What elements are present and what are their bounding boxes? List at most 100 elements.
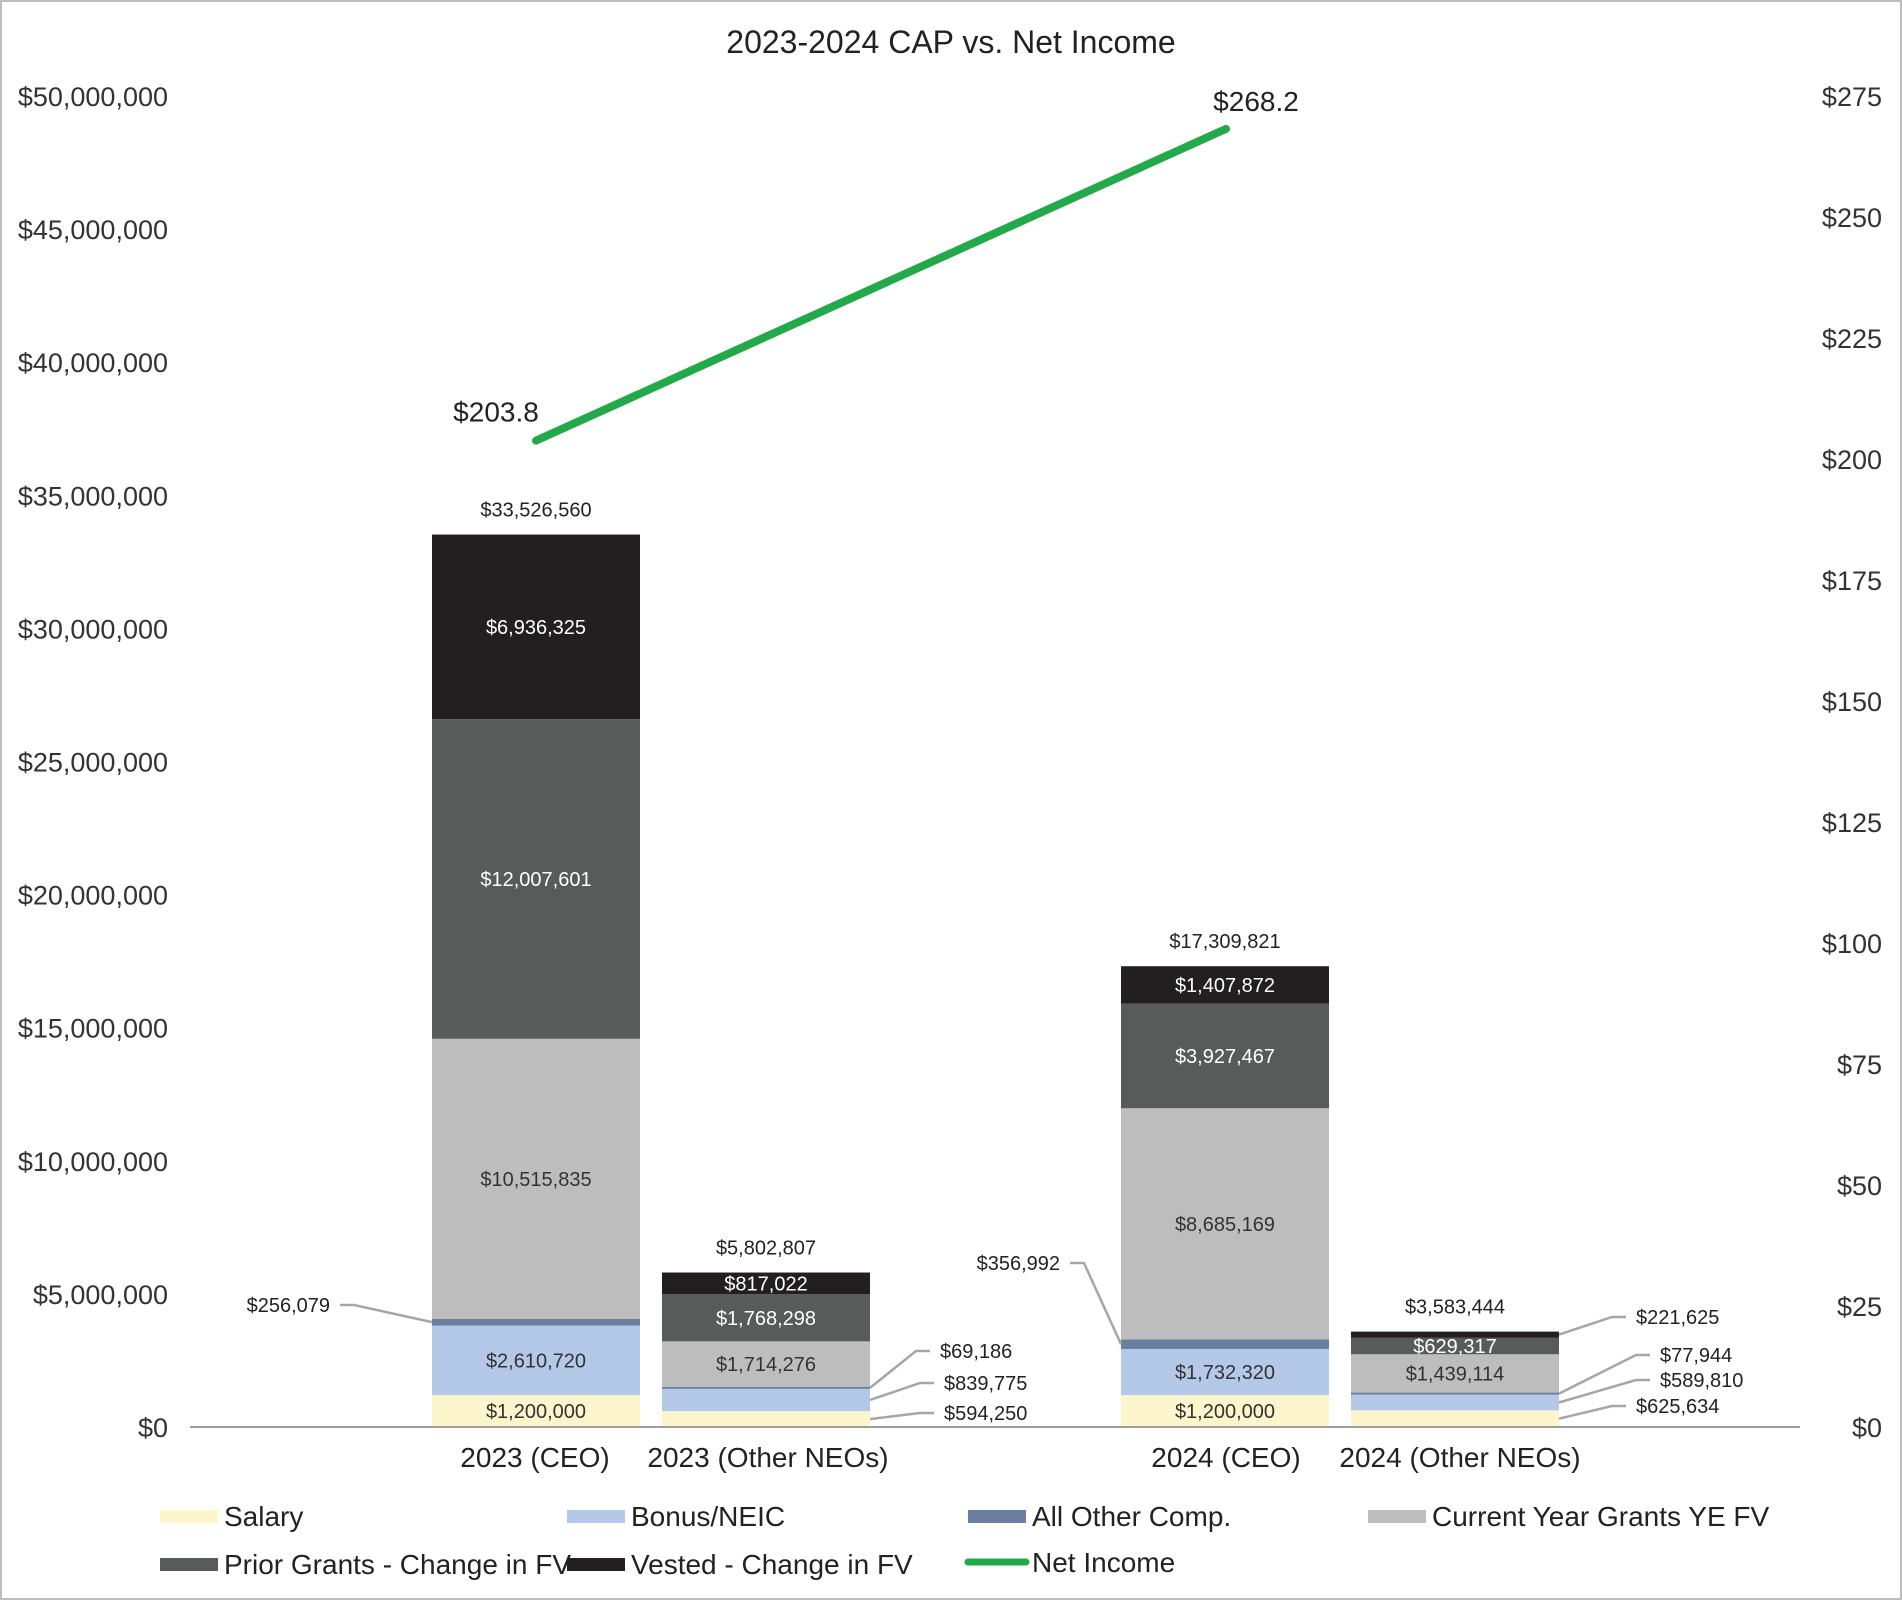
bar-segment-vested-change-in-fv	[432, 534, 640, 720]
bar-segment-vested-change-in-fv	[1121, 966, 1329, 1004]
bar-segment-value-label: $629,317	[1413, 1336, 1496, 1358]
bar-segment-all-other-comp-	[1351, 1392, 1559, 1395]
bar-segment-value-label: $6,936,325	[486, 617, 586, 639]
bar-total-label: $5,802,807	[716, 1238, 816, 1260]
net-income-data-label: $268.2	[1213, 86, 1299, 117]
bar-total-label: $17,309,821	[1169, 931, 1280, 953]
bar-segment-current-year-grants-ye-fv	[1351, 1354, 1559, 1393]
legend-swatch	[968, 1510, 1026, 1523]
legend-label: Bonus/NEIC	[631, 1501, 785, 1532]
right-axis-tick-label: $50	[1837, 1171, 1882, 1201]
callout-value-label: $594,250	[944, 1403, 1027, 1425]
bar-segment-value-label: $3,927,467	[1175, 1046, 1275, 1068]
bar-segment-prior-grants-change-in-fv	[1351, 1337, 1559, 1355]
callout-leader-line	[1558, 1378, 1650, 1404]
legend-swatch	[160, 1558, 218, 1571]
right-axis-tick-label: $200	[1822, 445, 1882, 475]
chart-title: 2023-2024 CAP vs. Net Income	[726, 24, 1175, 60]
bar-segment-salary	[1351, 1410, 1559, 1427]
callout-leader-line	[869, 1349, 930, 1389]
right-axis-tick-label: $0	[1852, 1413, 1882, 1443]
legend-label: Net Income	[1032, 1547, 1175, 1578]
bar-segment-all-other-comp-	[1121, 1339, 1329, 1349]
right-axis-tick-label: $125	[1822, 808, 1882, 838]
bar-segment-all-other-comp-	[662, 1386, 870, 1389]
right-axis: $0 $25 $50 $75 $100 $125 $150 $175 $200 $225 $250 $…	[1822, 82, 1882, 1443]
bar-segment-prior-grants-change-in-fv	[1121, 1003, 1329, 1109]
callout-value-label: $839,775	[944, 1373, 1027, 1395]
right-axis-tick-label: $225	[1822, 324, 1882, 354]
bar-segment-value-label: $1,714,276	[716, 1354, 816, 1376]
category-label: 2023 (CEO)	[460, 1442, 609, 1473]
legend-label: Salary	[224, 1501, 303, 1532]
bar-segment-current-year-grants-ye-fv	[432, 1038, 640, 1319]
legend-label: Prior Grants - Change in FV	[224, 1549, 571, 1580]
right-axis-tick-label: $25	[1837, 1292, 1882, 1322]
legend-swatch	[1368, 1510, 1426, 1523]
category-label: 2024 (CEO)	[1151, 1442, 1300, 1473]
net-income-data-label: $203.8	[453, 397, 539, 428]
bar-segment-prior-grants-change-in-fv	[432, 719, 640, 1039]
net-income-line: $203.8 $268.2	[453, 86, 1299, 445]
bar-segment-bonus-neic	[662, 1388, 870, 1412]
legend: Salary Bonus/NEIC All Other Comp. Current Y…	[160, 1501, 1770, 1580]
legend-swatch	[567, 1558, 625, 1571]
bar-segment-value-label: $1,200,000	[486, 1401, 586, 1423]
legend-swatch	[567, 1510, 625, 1523]
callout-leader-line	[1558, 1353, 1650, 1395]
bar-segment-vested-change-in-fv	[662, 1272, 870, 1295]
bar-segment-value-label: $12,007,601	[480, 869, 591, 891]
callout-leader-line	[340, 1303, 433, 1324]
callout-leader-line	[1558, 1315, 1626, 1336]
callout-value-label: $356,992	[977, 1253, 1060, 1275]
legend-label: All Other Comp.	[1032, 1501, 1231, 1532]
callout-value-label: $221,625	[1636, 1307, 1719, 1329]
bar-segment-prior-grants-change-in-fv	[662, 1294, 870, 1342]
right-axis-tick-label: $250	[1822, 203, 1882, 233]
bar-labels: $33,526,560 $5,802,807 $17,309,821 $3,583,4…	[247, 500, 1744, 1425]
bar-segment-value-label: $1,732,320	[1175, 1362, 1275, 1384]
callout-leader-line	[1070, 1261, 1123, 1345]
left-axis: $0 $5,000,000 $10,000,000 $15,000,000 $20,00…	[18, 82, 168, 1443]
right-axis-tick-label: $100	[1822, 929, 1882, 959]
category-label: 2023 (Other NEOs)	[647, 1442, 888, 1473]
bar-segment-salary	[432, 1395, 640, 1427]
right-axis-tick-label: $150	[1822, 687, 1882, 717]
left-axis-tick-label: $45,000,000	[18, 215, 168, 245]
left-axis-tick-label: $5,000,000	[33, 1280, 168, 1310]
bar-segment-value-label: $8,685,169	[1175, 1214, 1275, 1236]
bar-segment-value-label: $817,022	[724, 1273, 807, 1295]
callout-leader-line	[869, 1381, 934, 1402]
legend-swatch	[160, 1510, 218, 1523]
bar-segment-current-year-grants-ye-fv	[662, 1341, 870, 1387]
left-axis-tick-label: $40,000,000	[18, 348, 168, 378]
category-axis: 2023 (CEO) 2023 (Other NEOs) 2024 (CEO) 202…	[460, 1442, 1580, 1473]
left-axis-tick-label: $35,000,000	[18, 481, 168, 511]
left-axis-tick-label: $25,000,000	[18, 748, 168, 778]
bar-segment-bonus-neic	[432, 1325, 640, 1396]
callout-value-label: $77,944	[1660, 1345, 1732, 1367]
bar-segment-value-label: $1,200,000	[1175, 1401, 1275, 1423]
category-label: 2024 (Other NEOs)	[1339, 1442, 1580, 1473]
bar-segment-bonus-neic	[1121, 1348, 1329, 1396]
callout-value-label: $625,634	[1636, 1396, 1719, 1418]
bar-total-label: $33,526,560	[480, 500, 591, 522]
callout-value-label: $69,186	[940, 1341, 1012, 1363]
callout-leader-line	[869, 1411, 934, 1421]
legend-label: Vested - Change in FV	[631, 1549, 913, 1580]
callout-value-label: $589,810	[1660, 1370, 1743, 1392]
right-axis-tick-label: $175	[1822, 566, 1882, 596]
left-axis-tick-label: $30,000,000	[18, 614, 168, 644]
bar-segment-vested-change-in-fv	[1351, 1331, 1559, 1338]
left-axis-tick-label: $10,000,000	[18, 1147, 168, 1177]
net-income-series-line	[532, 124, 1230, 445]
bar-segment-current-year-grants-ye-fv	[1121, 1108, 1329, 1340]
bar-segment-salary	[1121, 1395, 1329, 1427]
bar-segment-value-label: $1,407,872	[1175, 975, 1275, 997]
callout-leader-line	[1558, 1404, 1626, 1420]
left-axis-tick-label: $15,000,000	[18, 1014, 168, 1044]
left-axis-tick-label: $20,000,000	[18, 881, 168, 911]
stacked-bars	[190, 534, 1800, 1428]
legend-label: Current Year Grants YE FV	[1432, 1501, 1770, 1532]
